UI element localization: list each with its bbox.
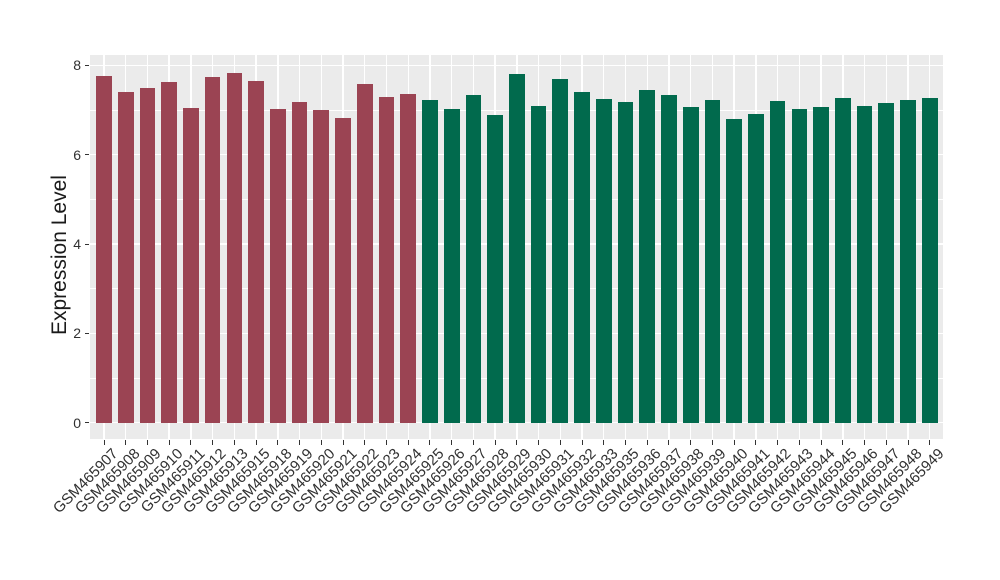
bar — [704, 99, 721, 423]
y-tick-label: 8 — [73, 57, 81, 74]
x-tick-mark — [885, 440, 887, 445]
bar — [878, 102, 895, 423]
x-tick-mark — [929, 440, 931, 445]
bar — [509, 74, 525, 423]
x-tick-mark — [603, 440, 605, 445]
bar — [661, 95, 677, 423]
x-tick-mark — [711, 440, 713, 445]
x-tick-mark — [233, 440, 235, 445]
bar — [552, 78, 569, 423]
bar — [769, 100, 786, 423]
x-tick-mark — [494, 440, 496, 445]
x-tick-mark — [516, 440, 518, 445]
x-tick-mark — [407, 440, 409, 445]
y-axis-title: Expression Level — [48, 175, 71, 335]
bar — [204, 77, 221, 423]
y-tick-mark — [84, 422, 89, 424]
x-tick-mark — [212, 440, 214, 445]
x-tick-mark — [190, 440, 192, 445]
x-tick-mark — [581, 440, 583, 445]
y-tick-mark — [84, 332, 89, 334]
y-tick-mark — [84, 154, 89, 156]
x-tick-mark — [646, 440, 648, 445]
x-tick-mark — [907, 440, 909, 445]
x-tick-mark — [625, 440, 627, 445]
bar — [900, 100, 916, 423]
bar — [487, 115, 503, 423]
bar — [400, 94, 417, 423]
bar — [313, 109, 330, 423]
y-tick-label: 2 — [73, 325, 81, 342]
x-tick-mark — [668, 440, 670, 445]
x-tick-mark — [342, 440, 344, 445]
x-tick-mark — [559, 440, 561, 445]
bar — [465, 95, 482, 423]
y-tick-label: 6 — [73, 146, 81, 163]
bar — [595, 99, 612, 423]
bar — [813, 107, 829, 423]
bar — [248, 81, 264, 423]
bar — [791, 108, 808, 423]
bar — [682, 107, 699, 423]
x-tick-mark — [777, 440, 779, 445]
x-tick-mark — [277, 440, 279, 445]
bar — [269, 108, 286, 423]
x-tick-mark — [429, 440, 431, 445]
bar — [530, 105, 547, 423]
x-tick-mark — [168, 440, 170, 445]
bar — [291, 101, 308, 423]
bar — [574, 91, 590, 423]
bar — [139, 87, 156, 423]
bar — [226, 73, 243, 423]
bar — [96, 75, 112, 423]
x-tick-mark — [755, 440, 757, 445]
x-tick-mark — [125, 440, 127, 445]
x-tick-mark — [798, 440, 800, 445]
bar — [834, 97, 851, 423]
x-tick-mark — [103, 440, 105, 445]
bar — [161, 82, 178, 423]
x-tick-mark — [690, 440, 692, 445]
x-tick-mark — [320, 440, 322, 445]
x-tick-mark — [842, 440, 844, 445]
x-tick-mark — [255, 440, 257, 445]
bar — [617, 102, 634, 423]
x-tick-mark — [451, 440, 453, 445]
bar — [639, 90, 656, 423]
bar — [335, 117, 351, 423]
y-tick-mark — [84, 243, 89, 245]
y-tick-mark — [84, 64, 89, 66]
y-tick-label: 0 — [73, 414, 81, 431]
bar — [183, 108, 199, 423]
bar — [356, 83, 373, 423]
x-tick-mark — [733, 440, 735, 445]
x-tick-mark — [864, 440, 866, 445]
bar — [726, 119, 742, 423]
y-tick-label: 4 — [73, 236, 81, 252]
bar — [422, 100, 438, 423]
x-tick-mark — [472, 440, 474, 445]
x-tick-mark — [538, 440, 540, 445]
x-tick-mark — [385, 440, 387, 445]
bar — [856, 106, 873, 423]
bar — [443, 109, 460, 423]
bar — [378, 96, 395, 423]
x-tick-mark — [299, 440, 301, 445]
x-tick-mark — [820, 440, 822, 445]
bar — [921, 97, 938, 423]
x-tick-mark — [146, 440, 148, 445]
x-tick-mark — [364, 440, 366, 445]
bar — [117, 91, 134, 423]
bar — [748, 114, 764, 423]
